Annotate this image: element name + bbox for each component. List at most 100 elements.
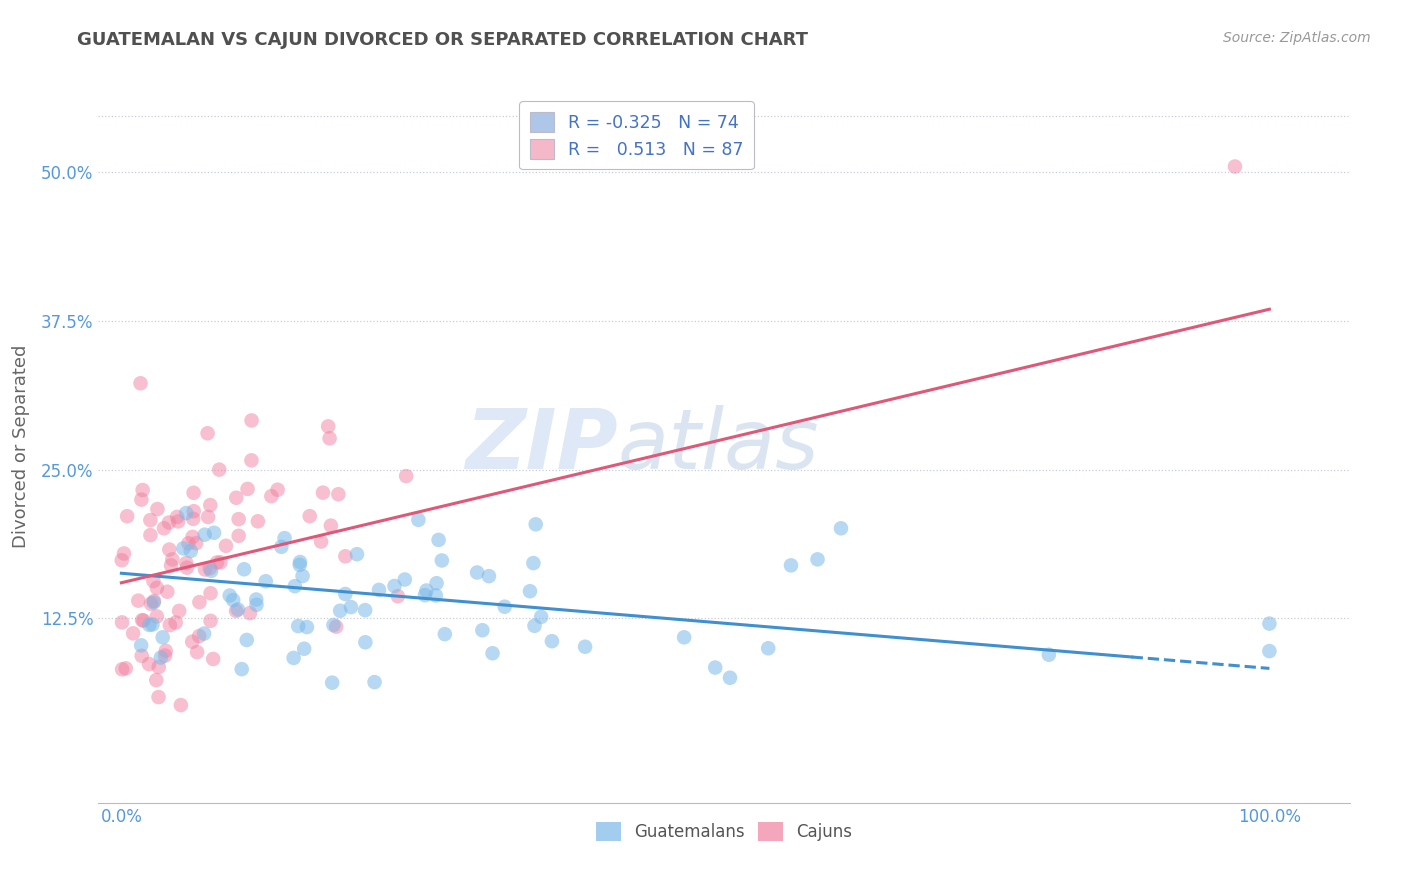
Point (228, 529, 250, 543)
Point (530, 610, 553, 624)
Point (291, 569, 314, 583)
Y-axis label: Divorced or Separated: Divorced or Separated (11, 344, 30, 548)
Point (146, 581, 169, 595)
Point (433, 627, 456, 641)
Point (202, 525, 225, 540)
Point (413, 588, 436, 602)
Point (153, 648, 176, 663)
Point (176, 560, 198, 574)
Point (270, 540, 292, 554)
Point (205, 556, 228, 570)
Point (1258, 616, 1281, 631)
Point (131, 483, 153, 497)
Point (481, 646, 503, 660)
Point (127, 593, 149, 607)
Point (157, 516, 180, 530)
Point (170, 698, 193, 712)
Point (146, 609, 169, 624)
Point (208, 462, 231, 476)
Point (354, 635, 377, 649)
Point (321, 675, 343, 690)
Point (231, 662, 253, 676)
Point (335, 549, 357, 564)
Point (184, 536, 207, 550)
Point (465, 566, 488, 580)
Point (245, 598, 267, 612)
Point (273, 531, 295, 545)
Point (200, 564, 222, 578)
Point (194, 562, 217, 576)
Point (139, 597, 162, 611)
Point (325, 620, 347, 634)
Point (329, 604, 352, 618)
Point (225, 491, 247, 505)
Point (183, 504, 205, 518)
Point (228, 512, 250, 526)
Text: atlas: atlas (617, 406, 820, 486)
Point (295, 620, 318, 634)
Point (131, 648, 153, 663)
Point (319, 518, 342, 533)
Point (139, 513, 162, 527)
Point (115, 509, 138, 524)
Point (266, 483, 288, 497)
Point (197, 426, 219, 441)
Point (287, 619, 309, 633)
Point (523, 619, 546, 633)
Point (180, 544, 202, 558)
Point (193, 626, 215, 640)
Point (780, 558, 803, 573)
Point (226, 602, 249, 616)
Point (541, 634, 564, 648)
Point (830, 521, 852, 535)
Point (704, 660, 727, 674)
Point (167, 604, 190, 618)
Legend: Guatemalans, Cajuns: Guatemalans, Cajuns (589, 815, 859, 848)
Point (260, 489, 283, 503)
Point (1038, 648, 1060, 662)
Point (240, 413, 263, 427)
Point (146, 502, 169, 516)
Point (322, 618, 344, 632)
Point (131, 613, 153, 627)
Point (197, 510, 219, 524)
Point (384, 579, 406, 593)
Point (132, 614, 155, 628)
Point (1223, 160, 1246, 174)
Point (111, 662, 134, 676)
Point (524, 517, 547, 532)
Point (166, 509, 188, 524)
Point (111, 553, 134, 567)
Point (1258, 644, 1281, 658)
Text: ZIP: ZIP (465, 406, 617, 486)
Point (494, 599, 516, 614)
Point (218, 589, 240, 603)
Point (235, 632, 257, 647)
Text: GUATEMALAN VS CAJUN DIVORCED OR SEPARATED CORRELATION CHART: GUATEMALAN VS CAJUN DIVORCED OR SEPARATE… (77, 31, 808, 49)
Point (471, 624, 494, 638)
Point (283, 651, 305, 665)
Point (806, 552, 828, 566)
Point (129, 638, 152, 652)
Text: Source: ZipAtlas.com: Source: ZipAtlas.com (1223, 31, 1371, 45)
Point (188, 595, 211, 609)
Point (143, 594, 166, 608)
Point (574, 640, 596, 654)
Point (177, 536, 200, 550)
Point (142, 574, 165, 588)
Point (395, 469, 418, 483)
Point (335, 587, 357, 601)
Point (246, 514, 269, 528)
Point (111, 615, 134, 630)
Point (200, 614, 222, 628)
Point (172, 541, 194, 556)
Point (181, 512, 204, 526)
Point (148, 690, 170, 704)
Point (430, 553, 453, 567)
Point (328, 487, 350, 501)
Point (236, 482, 259, 496)
Point (200, 586, 222, 600)
Point (152, 630, 174, 644)
Point (162, 552, 184, 566)
Point (354, 603, 377, 617)
